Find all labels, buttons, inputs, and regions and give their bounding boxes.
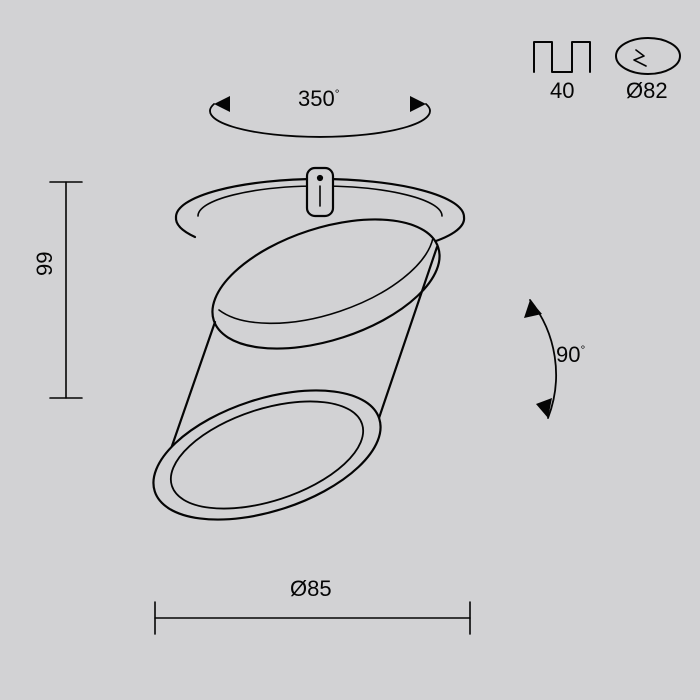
tilt-arc (524, 300, 556, 418)
height-dimension (50, 182, 82, 398)
width-dimension (155, 602, 470, 634)
height-value: 99 (32, 252, 58, 276)
rotation-label: 350° (298, 86, 340, 112)
lamp-body (137, 194, 455, 544)
cutout-icon (616, 38, 680, 74)
tilt-label: 90° (556, 342, 585, 368)
pivot-tab (307, 168, 333, 216)
recess-depth-icon (534, 42, 590, 72)
dimension-drawing (0, 0, 700, 700)
width-value: Ø85 (290, 576, 332, 602)
cutout-value: Ø82 (626, 78, 668, 104)
recess-depth-value: 40 (550, 78, 574, 104)
